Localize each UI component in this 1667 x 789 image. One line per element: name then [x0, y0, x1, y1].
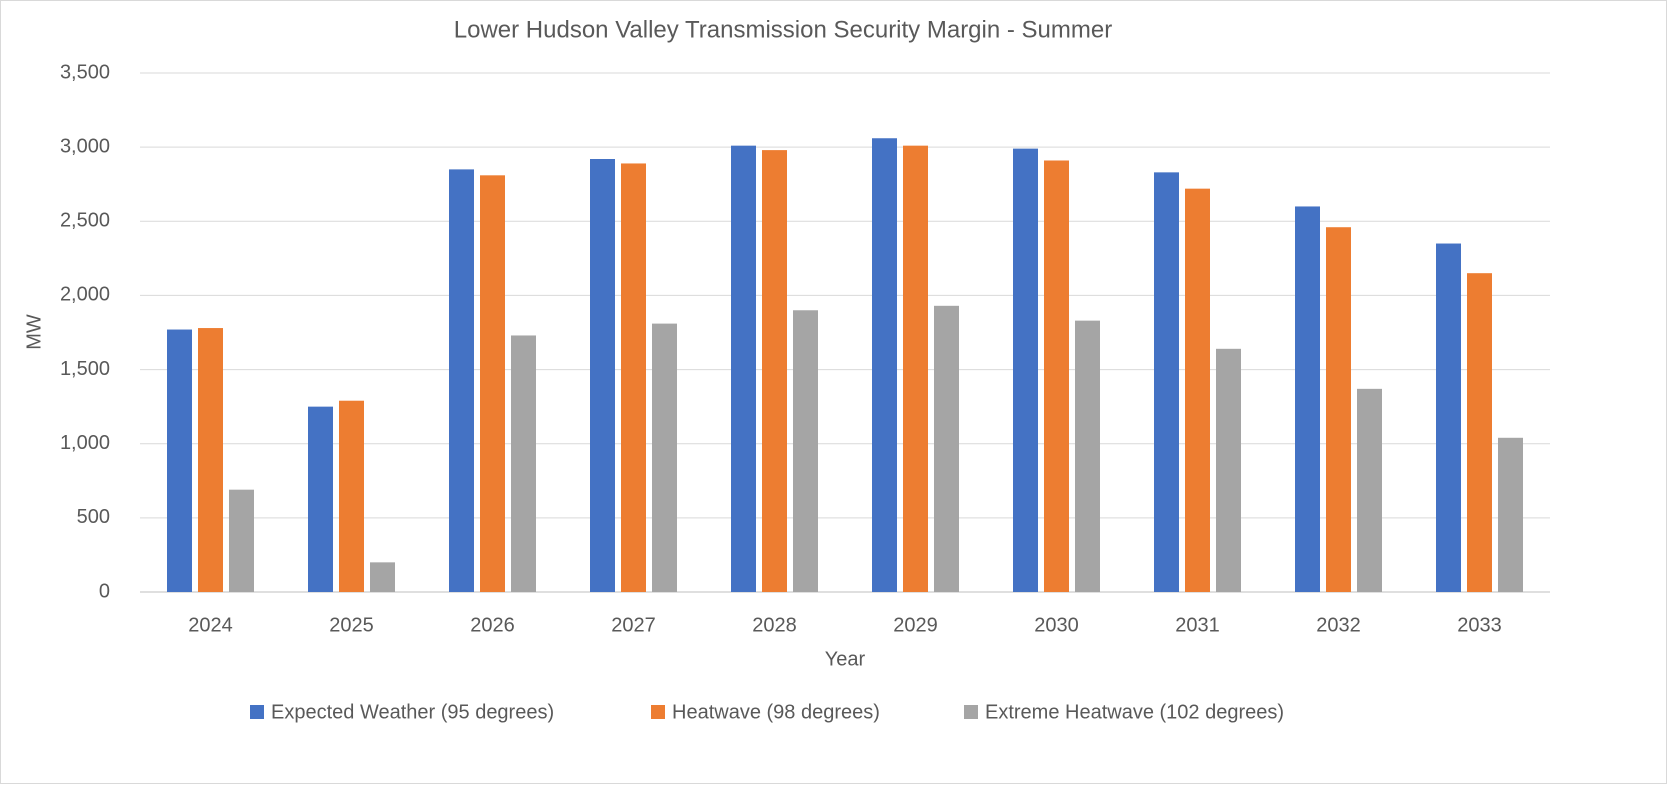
bar	[511, 335, 536, 592]
bar	[339, 400, 364, 592]
bar	[308, 406, 333, 592]
bar	[1013, 148, 1038, 592]
bar	[793, 310, 818, 592]
bar	[449, 169, 474, 592]
x-tick-label: 2027	[611, 614, 656, 636]
x-tick-label: 2030	[1034, 614, 1079, 636]
y-tick-label: 1,500	[60, 358, 110, 380]
x-tick-label: 2028	[752, 614, 797, 636]
bar	[762, 150, 787, 592]
bar	[872, 138, 897, 592]
bar	[1185, 188, 1210, 593]
x-tick-label: 2025	[329, 614, 374, 636]
bar	[1498, 437, 1523, 592]
bar	[480, 175, 505, 592]
x-axis-label: Year	[825, 648, 866, 670]
bar	[621, 163, 646, 592]
legend-swatch	[651, 705, 665, 719]
bar	[229, 489, 254, 592]
bar	[1154, 172, 1179, 592]
bar	[731, 145, 756, 592]
chart-title: Lower Hudson Valley Transmission Securit…	[454, 16, 1112, 43]
y-tick-label: 2,000	[60, 284, 110, 306]
bar	[370, 562, 395, 592]
legend-label: Heatwave (98 degrees)	[672, 701, 880, 723]
y-tick-label: 500	[77, 506, 110, 528]
bar	[903, 145, 928, 592]
legend-label: Extreme Heatwave (102 degrees)	[985, 701, 1284, 723]
y-tick-label: 3,500	[60, 61, 110, 83]
y-axis-label: MW	[23, 314, 45, 350]
legend-swatch	[964, 705, 978, 719]
bar	[652, 323, 677, 592]
bar	[167, 329, 192, 592]
bar	[1075, 320, 1100, 592]
bar	[934, 305, 959, 592]
bar	[1295, 206, 1320, 592]
bar	[1357, 388, 1382, 592]
y-tick-label: 2,500	[60, 210, 110, 232]
legend-swatch	[250, 705, 264, 719]
x-tick-label: 2033	[1457, 614, 1502, 636]
y-tick-label: 3,000	[60, 135, 110, 157]
legend-label: Expected Weather (95 degrees)	[271, 701, 554, 723]
x-tick-label: 2032	[1316, 614, 1361, 636]
bar	[198, 328, 223, 592]
x-tick-label: 2031	[1175, 614, 1220, 636]
bar	[590, 159, 615, 592]
x-tick-label: 2029	[893, 614, 938, 636]
bar	[1216, 348, 1241, 592]
bar	[1436, 243, 1461, 592]
y-tick-label: 1,000	[60, 432, 110, 454]
x-tick-label: 2024	[188, 614, 233, 636]
bar	[1326, 227, 1351, 592]
y-tick-label: 0	[99, 580, 110, 602]
x-tick-label: 2026	[470, 614, 515, 636]
bar	[1467, 273, 1492, 592]
bar	[1044, 160, 1069, 592]
